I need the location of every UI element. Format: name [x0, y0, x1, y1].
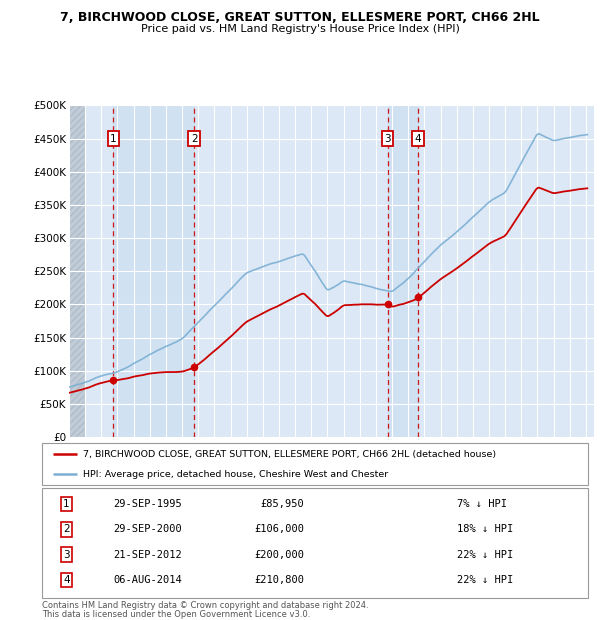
Text: HPI: Average price, detached house, Cheshire West and Chester: HPI: Average price, detached house, Ches… — [83, 470, 388, 479]
Text: £85,950: £85,950 — [260, 499, 304, 509]
Text: 3: 3 — [63, 550, 70, 560]
Text: 7% ↓ HPI: 7% ↓ HPI — [457, 499, 507, 509]
Bar — [113, 105, 194, 437]
Text: 7, BIRCHWOOD CLOSE, GREAT SUTTON, ELLESMERE PORT, CH66 2HL (detached house): 7, BIRCHWOOD CLOSE, GREAT SUTTON, ELLESM… — [83, 450, 496, 459]
Text: 29-SEP-1995: 29-SEP-1995 — [113, 499, 182, 509]
Text: £210,800: £210,800 — [254, 575, 304, 585]
Text: 3: 3 — [384, 133, 391, 144]
Text: 7, BIRCHWOOD CLOSE, GREAT SUTTON, ELLESMERE PORT, CH66 2HL: 7, BIRCHWOOD CLOSE, GREAT SUTTON, ELLESM… — [60, 11, 540, 24]
Text: 18% ↓ HPI: 18% ↓ HPI — [457, 525, 513, 534]
FancyBboxPatch shape — [42, 488, 588, 598]
Text: 1: 1 — [110, 133, 117, 144]
Text: Contains HM Land Registry data © Crown copyright and database right 2024.: Contains HM Land Registry data © Crown c… — [42, 601, 368, 611]
Bar — [388, 105, 418, 437]
FancyBboxPatch shape — [42, 443, 588, 485]
Text: This data is licensed under the Open Government Licence v3.0.: This data is licensed under the Open Gov… — [42, 610, 310, 619]
Text: 1: 1 — [63, 499, 70, 509]
Text: 21-SEP-2012: 21-SEP-2012 — [113, 550, 182, 560]
Text: 2: 2 — [63, 525, 70, 534]
Bar — [69, 105, 83, 437]
Text: 4: 4 — [63, 575, 70, 585]
Text: 4: 4 — [415, 133, 421, 144]
Bar — [69, 105, 83, 437]
Text: 29-SEP-2000: 29-SEP-2000 — [113, 525, 182, 534]
Text: £200,000: £200,000 — [254, 550, 304, 560]
Text: Price paid vs. HM Land Registry's House Price Index (HPI): Price paid vs. HM Land Registry's House … — [140, 24, 460, 33]
Text: 2: 2 — [191, 133, 197, 144]
Text: £106,000: £106,000 — [254, 525, 304, 534]
Text: 06-AUG-2014: 06-AUG-2014 — [113, 575, 182, 585]
Text: 22% ↓ HPI: 22% ↓ HPI — [457, 550, 513, 560]
Text: 22% ↓ HPI: 22% ↓ HPI — [457, 575, 513, 585]
